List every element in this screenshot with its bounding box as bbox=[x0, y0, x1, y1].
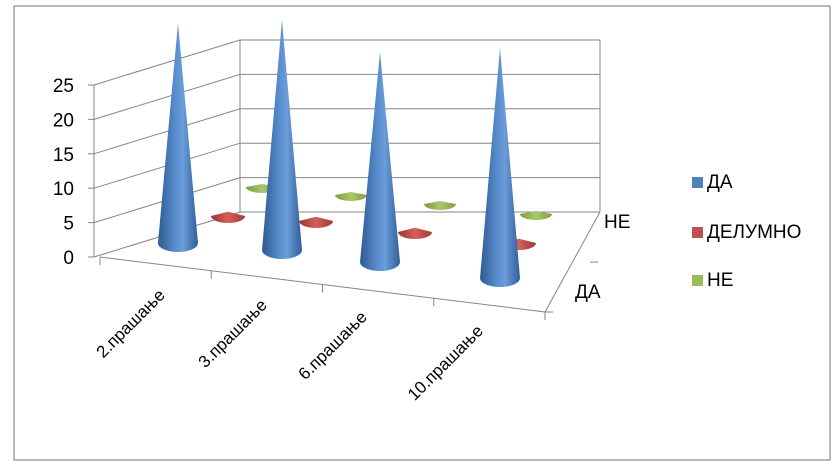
y-tick-label: 20 bbox=[53, 110, 74, 131]
y-tick-label: 25 bbox=[53, 76, 74, 97]
depth-axis-ticks: ДА НЕ bbox=[545, 212, 630, 313]
y-axis-ticks: 0 5 10 15 20 25 bbox=[53, 76, 94, 269]
cones bbox=[158, 20, 552, 287]
x-axis-ticks bbox=[99, 257, 546, 320]
y-tick-label: 5 bbox=[63, 214, 74, 235]
cone bbox=[424, 201, 456, 210]
cone-body bbox=[299, 216, 333, 228]
depth-label: ДА bbox=[575, 282, 601, 303]
legend-label: ДЕЛУМНО bbox=[707, 222, 801, 243]
cone bbox=[335, 192, 367, 201]
y-tick-label: 10 bbox=[53, 179, 74, 200]
gridline bbox=[93, 39, 600, 86]
cone bbox=[360, 52, 400, 271]
cone-body bbox=[335, 192, 367, 201]
legend-item: ДА bbox=[692, 172, 733, 193]
gridline bbox=[93, 73, 600, 120]
cone-body bbox=[158, 23, 198, 252]
cone-body bbox=[262, 20, 302, 259]
cone bbox=[520, 211, 552, 220]
depth-label: НЕ bbox=[604, 212, 630, 233]
cone-body bbox=[520, 211, 552, 220]
cone-body bbox=[480, 48, 520, 287]
gridline bbox=[93, 108, 600, 155]
plot-walls bbox=[93, 40, 601, 257]
cone-body bbox=[360, 52, 400, 271]
cone bbox=[211, 211, 245, 223]
cone bbox=[158, 23, 198, 252]
legend: ДА ДЕЛУМНО НЕ bbox=[692, 172, 801, 291]
legend-swatch bbox=[692, 177, 703, 188]
floor-plane bbox=[94, 212, 600, 312]
cone-body bbox=[398, 227, 432, 239]
gridline bbox=[93, 142, 600, 189]
legend-item: НЕ bbox=[692, 270, 733, 291]
gridline bbox=[93, 177, 600, 224]
y-tick-label: 0 bbox=[63, 248, 74, 269]
gridlines bbox=[93, 39, 600, 224]
legend-item: ДЕЛУМНО bbox=[692, 222, 801, 243]
cone-body bbox=[424, 201, 456, 210]
cone bbox=[480, 48, 520, 287]
y-tick-label: 15 bbox=[53, 145, 74, 166]
legend-label: НЕ bbox=[707, 270, 733, 291]
legend-label: ДА bbox=[707, 172, 733, 193]
legend-swatch bbox=[692, 275, 703, 286]
cone bbox=[398, 227, 432, 239]
legend-swatch bbox=[692, 227, 703, 238]
cone-body bbox=[211, 211, 245, 223]
cone bbox=[299, 216, 333, 228]
cone bbox=[262, 20, 302, 259]
floor-right-edge bbox=[544, 211, 601, 313]
